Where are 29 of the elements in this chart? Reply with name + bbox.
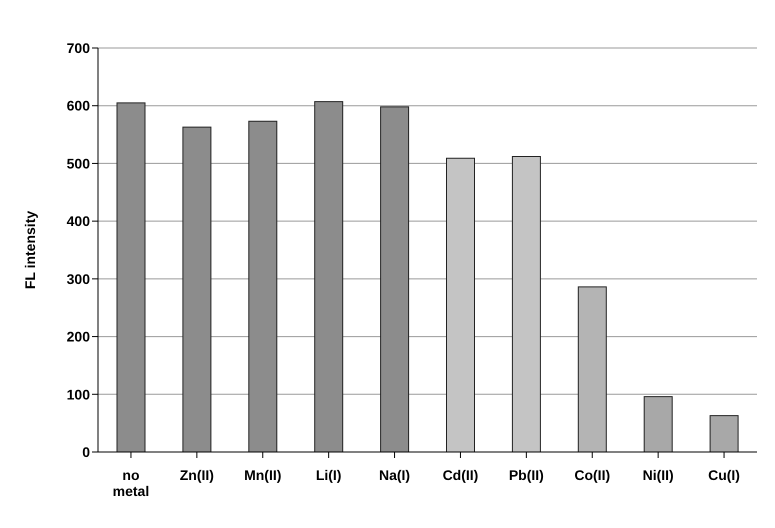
x-tick-label: Ni(II) bbox=[642, 467, 674, 483]
bar bbox=[644, 396, 673, 452]
x-tick-label: Zn(II) bbox=[180, 467, 214, 483]
x-tick-label: Na(I) bbox=[378, 467, 410, 483]
x-tick-label: Pb(II) bbox=[508, 467, 544, 483]
bar bbox=[512, 156, 541, 452]
y-tick-label: 600 bbox=[66, 98, 90, 114]
bar bbox=[314, 101, 344, 452]
bar bbox=[710, 415, 739, 452]
y-axis-title: FL intensity bbox=[22, 210, 38, 290]
y-tick-label: 700 bbox=[66, 40, 90, 56]
bar bbox=[578, 286, 607, 452]
bar bbox=[380, 106, 410, 452]
x-tick-label: Cd(II) bbox=[442, 467, 478, 483]
x-tick-label: no metal bbox=[112, 467, 150, 499]
x-tick-label: Co(II) bbox=[574, 467, 610, 483]
y-tick-label: 500 bbox=[66, 155, 90, 172]
x-tick-label: Li(I) bbox=[316, 467, 342, 483]
bar bbox=[182, 126, 212, 452]
y-tick-label: 100 bbox=[66, 386, 90, 402]
x-tick-label: Cu(I) bbox=[708, 467, 740, 483]
bar bbox=[248, 120, 278, 452]
bar bbox=[446, 158, 475, 452]
bar bbox=[116, 102, 146, 452]
x-tick-label: Mn(II) bbox=[244, 467, 282, 483]
y-tick-label: 200 bbox=[66, 328, 90, 345]
y-tick-label: 400 bbox=[66, 213, 90, 230]
y-tick-label: 300 bbox=[66, 270, 90, 287]
y-tick-label: 0 bbox=[82, 444, 90, 460]
